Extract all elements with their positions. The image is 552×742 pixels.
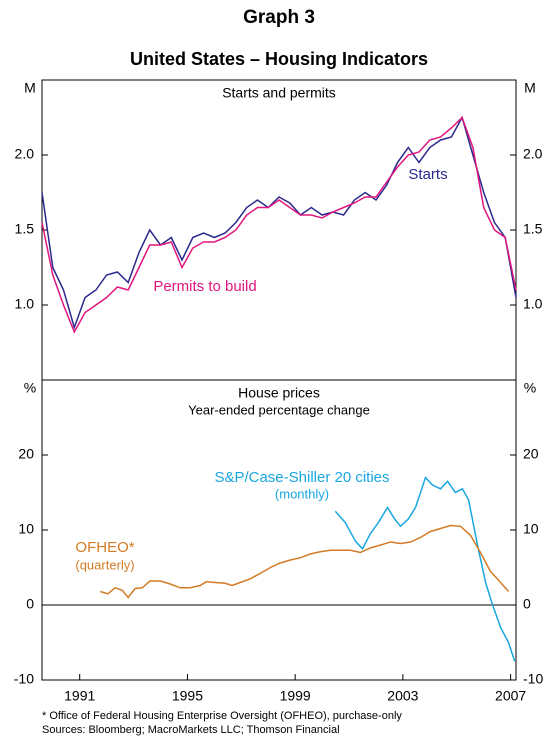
- series-frequency: (quarterly): [75, 557, 134, 572]
- series-label: OFHEO*: [75, 539, 134, 556]
- y-tick-label: 0: [26, 596, 34, 612]
- y-unit-right: %: [524, 380, 536, 396]
- y-tick-label: 0: [523, 596, 531, 612]
- footnote: * Office of Federal Housing Enterprise O…: [42, 710, 402, 722]
- y-unit-left: M: [24, 80, 36, 96]
- series-line: [41, 116, 517, 334]
- y-unit-right: M: [524, 80, 536, 96]
- series-line: [41, 115, 517, 330]
- chart-title: Graph 3: [243, 7, 315, 28]
- y-tick-label: 10: [523, 521, 539, 537]
- y-tick-label: 2.0: [15, 146, 35, 162]
- series-label: Starts: [408, 166, 447, 183]
- x-tick-label: 1999: [280, 688, 311, 704]
- x-tick-label: 2003: [387, 688, 418, 704]
- y-tick-label: 10: [18, 521, 34, 537]
- y-tick-label: 1.0: [15, 296, 35, 312]
- panel-title: Starts and permits: [222, 85, 336, 101]
- y-tick-label: 2.0: [523, 146, 543, 162]
- series-frequency: (monthly): [275, 486, 329, 501]
- sources: Sources: Bloomberg; MacroMarkets LLC; Th…: [42, 724, 340, 736]
- y-tick-label: 1.0: [523, 296, 543, 312]
- series-line: [334, 476, 516, 662]
- y-tick-label: 20: [523, 446, 539, 462]
- chart-subtitle: United States – Housing Indicators: [130, 49, 428, 69]
- x-tick-label: 1991: [64, 688, 95, 704]
- x-tick-label: 1995: [172, 688, 203, 704]
- x-tick-label: 2007: [495, 688, 526, 704]
- y-unit-left: %: [24, 380, 36, 396]
- y-tick-label: -10: [14, 671, 34, 687]
- series-label: Permits to build: [153, 278, 256, 295]
- series-line: [99, 524, 510, 599]
- series-label: S&P/Case-Shiller 20 cities: [214, 469, 389, 486]
- panel-subtitle: Year-ended percentage change: [188, 402, 370, 417]
- y-tick-label: 1.5: [15, 221, 35, 237]
- y-tick-label: -10: [523, 671, 543, 687]
- panel-title: House prices: [238, 385, 320, 401]
- y-tick-label: 20: [18, 446, 34, 462]
- y-tick-label: 1.5: [523, 221, 543, 237]
